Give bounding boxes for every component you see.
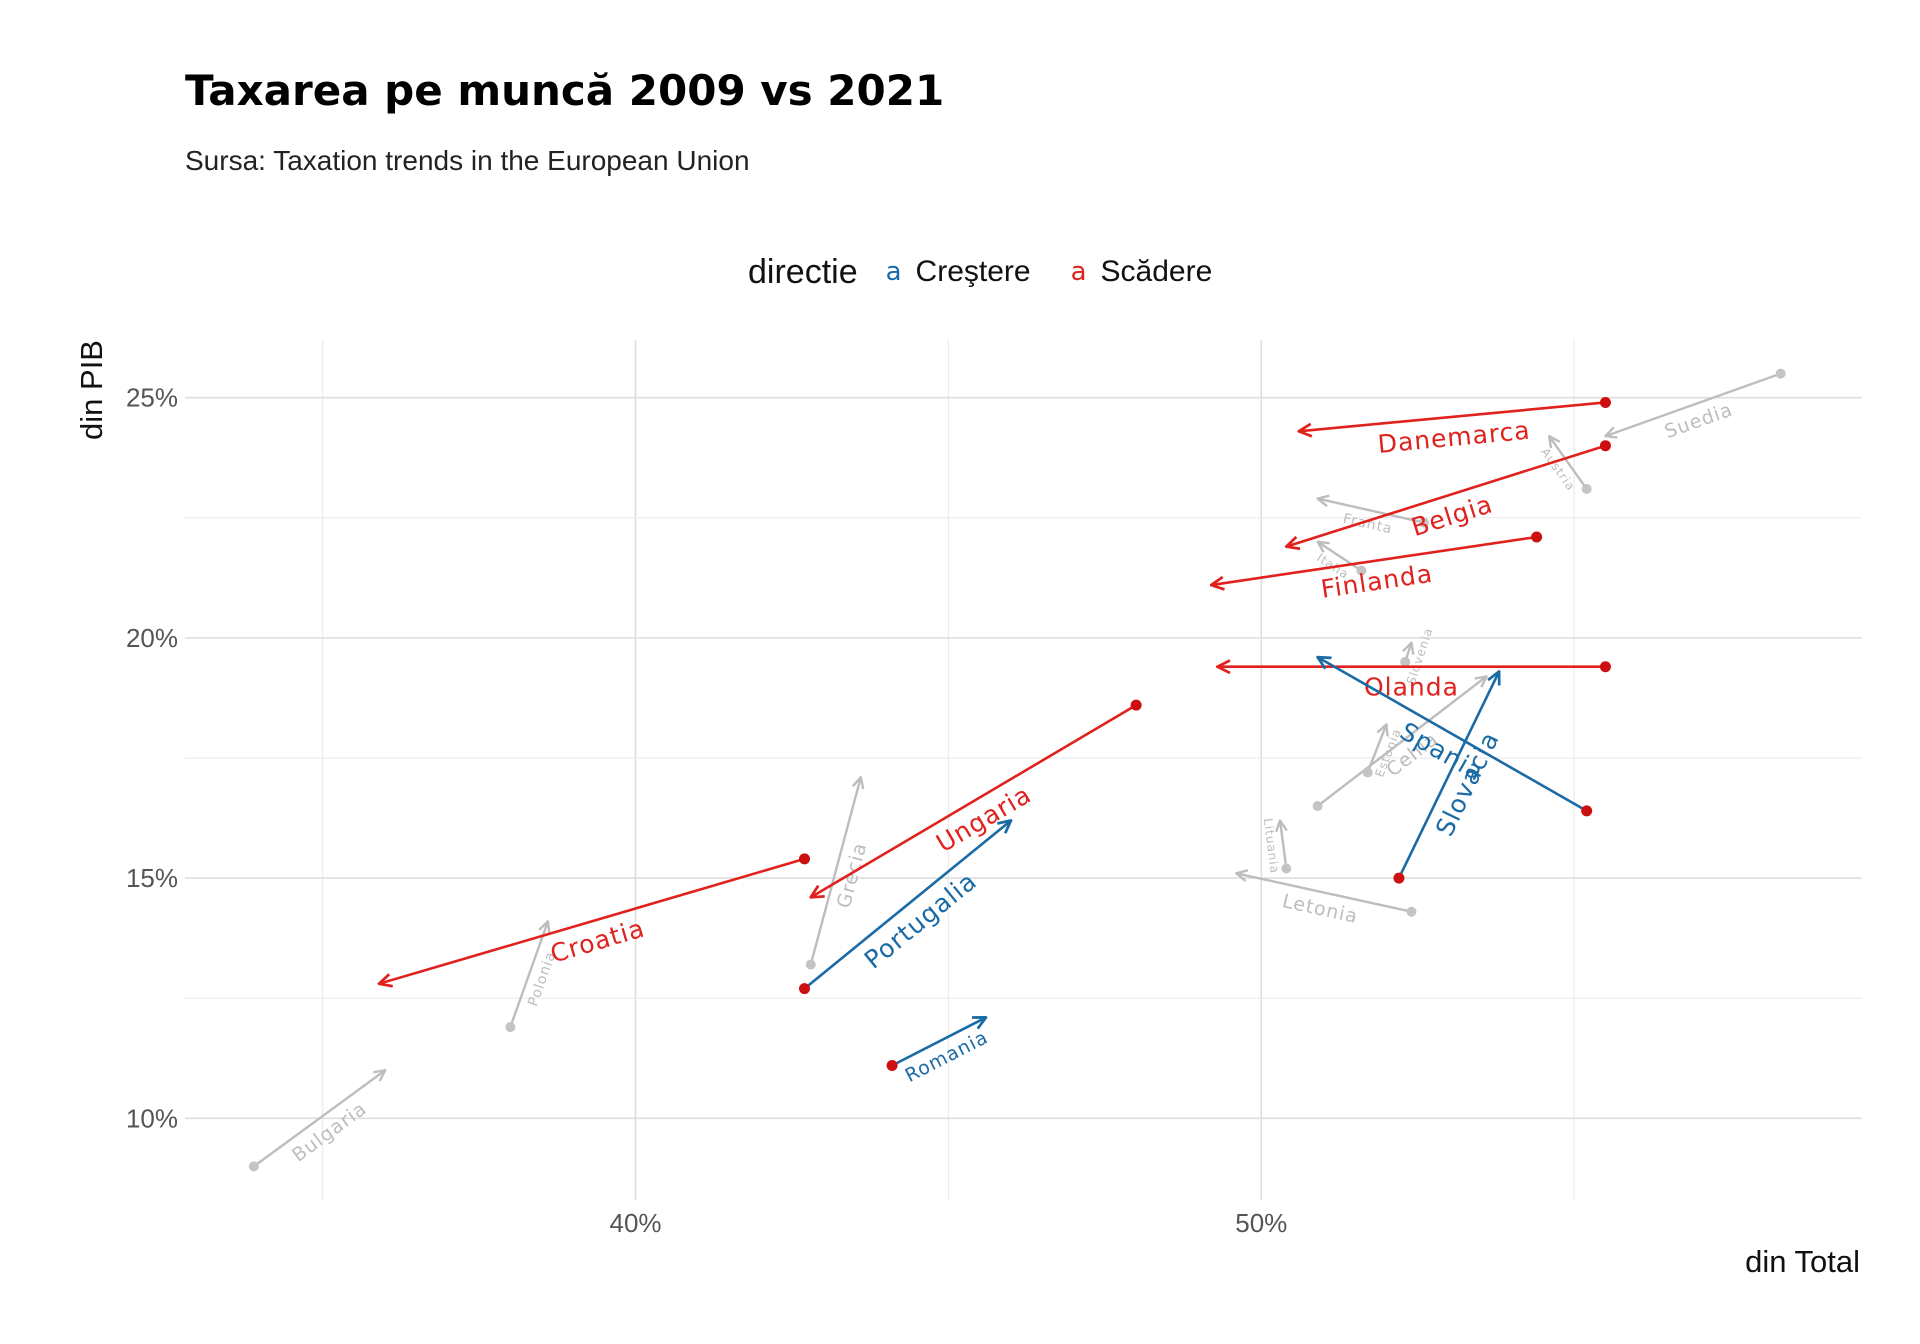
legend-label-scadere: Scădere (1100, 255, 1213, 288)
point-italia (1356, 565, 1367, 576)
point-polonia (505, 1022, 516, 1033)
point-slovenia (1400, 656, 1411, 667)
y-tick-label: 20% (126, 623, 178, 653)
chart-subtitle: Sursa: Taxation trends in the European U… (185, 145, 750, 176)
y-tick-label: 25% (126, 383, 178, 413)
label-portugalia: Portugalia (859, 866, 983, 974)
axis-ticks: 40% 50% 10% 15% 20% 25% (126, 383, 1287, 1238)
arrow-franta (1318, 499, 1425, 524)
point-olanda (1599, 661, 1611, 673)
label-croatia: Croatia (547, 913, 648, 968)
label-romania: Romania (902, 1026, 992, 1087)
legend-key-scadere: a (1070, 257, 1087, 287)
point-lituania (1281, 863, 1292, 874)
legend-key-crestere: a (885, 257, 902, 287)
point-grecia (805, 959, 816, 970)
point-belgia (1599, 440, 1611, 452)
arrow-romania (891, 1017, 986, 1067)
label-ungaria: Ungaria (931, 780, 1036, 858)
y-tick-label: 15% (126, 863, 178, 893)
arrow-grecia (809, 777, 861, 965)
arrow-bulgaria (253, 1070, 385, 1168)
label-grecia: Grecia (833, 840, 872, 911)
point-spania (1581, 805, 1593, 817)
point-ungaria (1130, 699, 1142, 711)
label-letonia: Letonia (1280, 890, 1360, 928)
arrow-slovacia (1397, 672, 1499, 879)
arrow-letonia (1236, 873, 1412, 913)
label-lituania: Lituania (1261, 817, 1282, 874)
point-suedia (1775, 368, 1786, 379)
point-franta (1418, 517, 1429, 528)
point-austria (1581, 483, 1592, 494)
arrow-lituania (1280, 820, 1286, 869)
point-croatia (798, 853, 810, 865)
arrow-italia (1318, 542, 1363, 572)
arrow-estonia (1366, 724, 1387, 773)
arrow-austria (1549, 436, 1588, 490)
y-axis-title: din PIB (74, 340, 109, 440)
x-tick-label: 50% (1235, 1208, 1287, 1238)
label-olanda: Olanda (1364, 673, 1459, 702)
arrow-cehia (1316, 676, 1487, 807)
point-bulgaria (248, 1161, 259, 1172)
point-danemarca (1599, 396, 1611, 408)
arrow-finlanda (1211, 535, 1537, 585)
label-suedia: Suedia (1662, 399, 1736, 443)
point-portugalia (798, 983, 810, 995)
arrow-ungaria (811, 704, 1137, 897)
arrow-polonia (509, 921, 548, 1028)
label-belgia: Belgia (1408, 489, 1496, 542)
y-tick-label: 10% (126, 1103, 178, 1133)
point-estonia (1362, 767, 1373, 778)
arrow-belgia (1286, 444, 1606, 547)
x-axis-title: din Total (1745, 1244, 1860, 1279)
legend: directie a Creştere a Scădere (748, 248, 1252, 296)
point-slovacia (1393, 872, 1405, 884)
point-romania (886, 1059, 898, 1071)
arrow-portugalia (803, 820, 1010, 990)
legend-title: directie (748, 252, 858, 291)
arrow-spania (1318, 657, 1588, 812)
x-tick-label: 40% (610, 1208, 662, 1238)
legend-label-crestere: Creştere (915, 255, 1031, 288)
point-finlanda (1531, 531, 1543, 543)
arrow-marks: SuediaAustriaFrantaItaliaSloveniaCehiaEs… (248, 368, 1786, 1172)
point-letonia (1406, 906, 1417, 917)
arrow-croatia (379, 857, 805, 984)
point-cehia (1312, 801, 1323, 812)
arrow-suedia (1605, 372, 1782, 436)
gridlines (185, 340, 1862, 1200)
chart-title: Taxarea pe muncă 2009 vs 2021 (185, 66, 945, 115)
arrow-danemarca (1299, 401, 1606, 431)
